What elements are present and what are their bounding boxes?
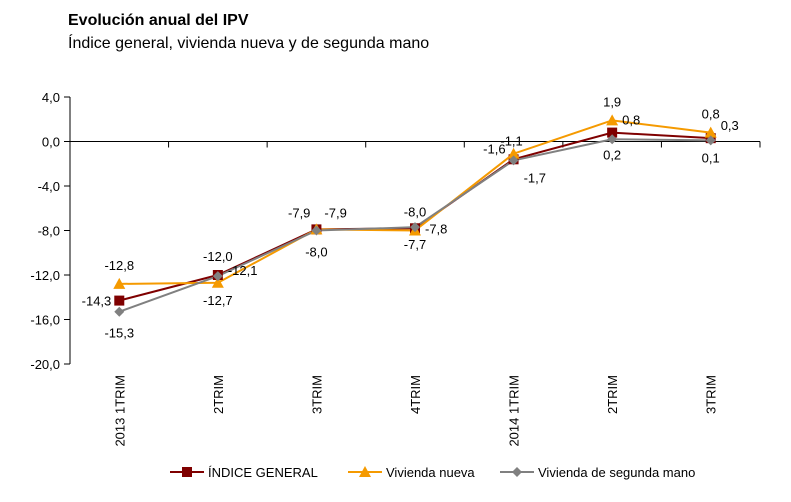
y-tick-label: -4,0 <box>38 179 60 194</box>
y-tick-label: 0,0 <box>42 135 60 150</box>
data-point <box>410 222 420 233</box>
y-tick-label: -20,0 <box>30 357 60 372</box>
legend-marker <box>359 466 371 477</box>
data-label: -12,8 <box>104 258 134 273</box>
data-label: -12,1 <box>228 263 258 278</box>
chart-subtitle: Índice general, vivienda nueva y de segu… <box>68 35 430 52</box>
legend-label: ÍNDICE GENERAL <box>208 465 318 480</box>
x-tick-label: 3TRIM <box>309 375 324 414</box>
data-label: -1,6 <box>483 141 505 156</box>
data-label: -7,9 <box>288 205 310 220</box>
data-point <box>113 277 126 289</box>
data-point <box>704 126 717 138</box>
data-label: 1,9 <box>603 94 621 109</box>
data-label: 0,1 <box>702 150 720 165</box>
x-tick-label: 4TRIM <box>408 375 423 414</box>
data-label: 0,8 <box>622 113 640 128</box>
data-point <box>607 134 618 145</box>
data-point <box>507 147 520 159</box>
data-point <box>607 127 618 138</box>
data-label: -12,7 <box>203 293 233 308</box>
data-point <box>114 306 125 317</box>
x-tick-label: 2013 1TRIM <box>112 375 127 447</box>
data-point <box>508 155 519 166</box>
data-label: -8,0 <box>305 245 327 260</box>
data-point <box>211 276 224 288</box>
data-label: -12,0 <box>203 249 233 264</box>
data-label: -14,3 <box>82 294 112 309</box>
data-label: -8,0 <box>404 205 426 220</box>
x-tick-label: 2TRIM <box>605 375 620 414</box>
data-label: -15,3 <box>104 326 134 341</box>
x-tick-label: 2014 1TRIM <box>507 375 522 447</box>
data-label: -1,7 <box>524 170 546 185</box>
data-label: 0,2 <box>603 147 621 162</box>
y-tick-label: 4,0 <box>42 90 60 105</box>
data-point <box>705 135 716 146</box>
data-point <box>212 271 223 282</box>
y-tick-label: -12,0 <box>30 268 60 283</box>
legend-label: Vivienda de segunda mano <box>538 465 695 480</box>
y-tick-label: -16,0 <box>30 313 60 328</box>
data-point <box>311 225 322 236</box>
x-tick-label: 3TRIM <box>704 375 719 414</box>
data-label: -1,1 <box>500 134 522 149</box>
legend-marker <box>512 467 522 477</box>
data-label: 0,8 <box>702 107 720 122</box>
legend-label: Vivienda nueva <box>386 465 475 480</box>
data-label: -7,8 <box>425 221 447 236</box>
data-point <box>606 114 619 126</box>
data-label: -7,7 <box>404 237 426 252</box>
y-tick-label: -8,0 <box>38 224 60 239</box>
chart-title: Evolución anual del IPV <box>68 12 249 29</box>
data-point <box>114 295 125 306</box>
data-label: -7,9 <box>324 205 346 220</box>
x-tick-label: 2TRIM <box>211 375 226 414</box>
data-label: 0,3 <box>721 118 739 133</box>
legend-marker <box>182 467 192 477</box>
